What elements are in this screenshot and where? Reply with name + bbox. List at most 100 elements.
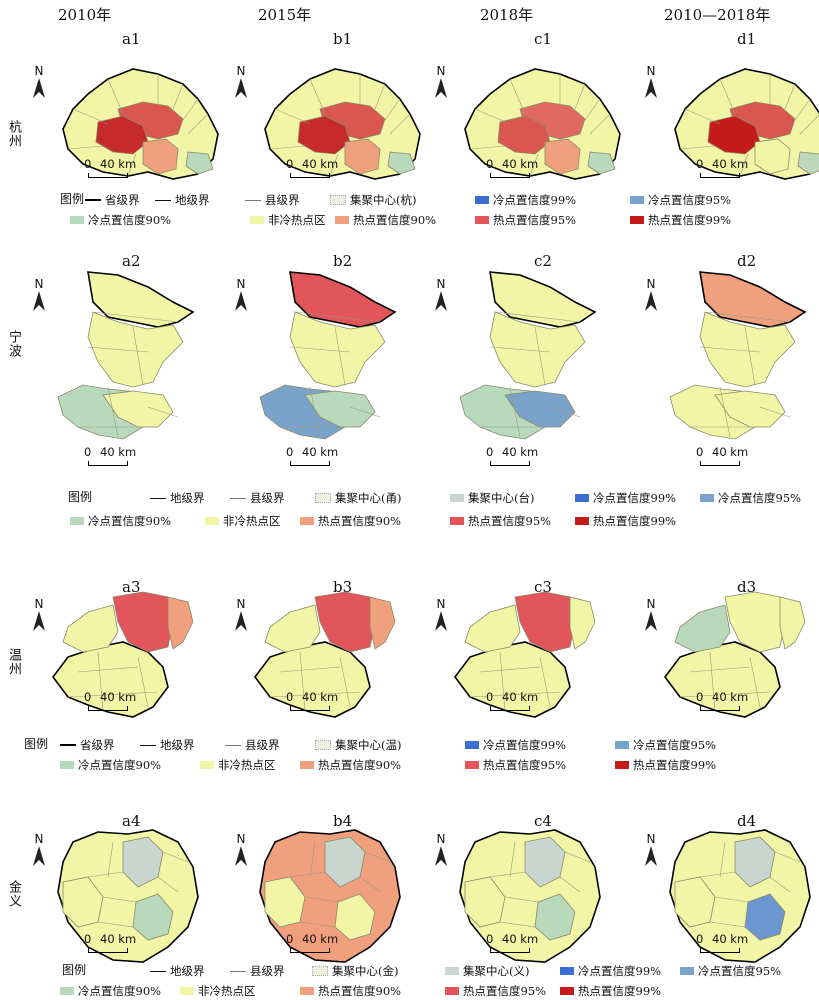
panel-label: d4 xyxy=(737,812,757,830)
choropleth-map xyxy=(254,591,396,718)
legend-text: 非冷热点区 xyxy=(223,514,281,528)
scale-bar: 0 40 km xyxy=(84,690,148,714)
legend-item: 热点置信度99% xyxy=(560,983,661,999)
county-border xyxy=(499,921,536,928)
county-border xyxy=(97,651,104,713)
county-border xyxy=(494,311,581,323)
county-border xyxy=(574,83,586,110)
county-border xyxy=(709,651,716,713)
legend-item: 热点置信度90% xyxy=(300,757,401,773)
legend-item: 冷点置信度99% xyxy=(560,963,661,979)
legend-text: 集聚中心(温) xyxy=(335,738,402,752)
legend-swatch xyxy=(575,494,589,502)
county-border xyxy=(334,326,346,386)
legend-item: 非冷热点区 xyxy=(200,757,276,773)
legend-item: 冷点置信度95% xyxy=(630,192,731,208)
legend-text: 地级界 xyxy=(170,491,205,505)
legend-text: 县级界 xyxy=(245,738,280,752)
scale-bar-line xyxy=(88,948,128,953)
north-arrow-icon: N xyxy=(30,64,48,102)
scale-bar-line xyxy=(290,461,330,466)
county-border xyxy=(137,656,149,708)
scale-bar-line xyxy=(490,461,530,466)
county-border xyxy=(187,113,209,135)
scale-bar: 0 40 km xyxy=(286,932,350,956)
panel-label: b2 xyxy=(333,252,353,270)
north-arrow-icon: N xyxy=(642,64,660,102)
county-border xyxy=(499,651,506,713)
panel-label: c4 xyxy=(534,812,552,830)
legend-text: 热点置信度99% xyxy=(633,758,717,772)
scale-zero: 0 xyxy=(486,690,494,704)
legend-text: 热点置信度95% xyxy=(463,984,547,998)
north-label: N xyxy=(34,277,44,291)
map-region xyxy=(464,604,521,653)
county-border xyxy=(749,656,761,708)
county-border xyxy=(509,386,521,438)
legend-text: 集聚中心(义) xyxy=(463,964,530,978)
legend-swatch xyxy=(445,967,459,975)
legend-line xyxy=(225,744,241,746)
legend-item: 集聚中心(金) xyxy=(312,963,398,979)
county-border xyxy=(289,346,351,353)
choropleth-map xyxy=(669,829,811,963)
county-border xyxy=(359,876,381,893)
north-label: N xyxy=(34,64,44,78)
choropleth-map xyxy=(52,591,194,718)
county-border xyxy=(589,113,611,135)
north-label: N xyxy=(646,832,656,846)
county-border xyxy=(162,851,189,863)
legend-text: 冷点置信度95% xyxy=(648,193,732,207)
legend-item: 热点置信度95% xyxy=(465,757,566,773)
year-heading-2018: 2018年 xyxy=(480,6,534,24)
legend-swatch xyxy=(450,494,464,502)
city-label-hangzhou: 杭州 xyxy=(6,120,21,148)
legend-text: 非冷热点区 xyxy=(268,213,326,227)
panel-label: b1 xyxy=(333,30,353,48)
legend-swatch xyxy=(60,987,74,995)
legend-item: 热点置信度90% xyxy=(335,212,436,228)
legend-line xyxy=(60,744,76,746)
map-region xyxy=(112,591,174,653)
legend-text: 省级界 xyxy=(105,193,140,207)
scale-distance: 40 km xyxy=(712,157,749,171)
legend-text: 县级界 xyxy=(250,491,285,505)
legend-item: 热点置信度99% xyxy=(615,757,716,773)
north-arrow-icon: N xyxy=(642,277,660,315)
scale-bar-line xyxy=(490,173,530,178)
legend-line xyxy=(150,497,166,499)
scale-zero: 0 xyxy=(286,157,294,171)
legend-title: 图例 xyxy=(68,490,93,504)
county-border xyxy=(559,876,581,893)
county-border xyxy=(489,871,526,878)
north-label: N xyxy=(236,64,246,78)
legend-item: 热点置信度99% xyxy=(575,513,676,529)
county-border xyxy=(182,98,199,121)
legend-item: 冷点置信度90% xyxy=(70,513,171,529)
scale-distance: 40 km xyxy=(100,445,137,459)
north-arrow-icon: N xyxy=(432,597,450,635)
county-border xyxy=(479,666,541,673)
legend-item: 冷点置信度95% xyxy=(615,737,716,753)
panel-label: a4 xyxy=(122,812,141,830)
county-border xyxy=(534,326,546,386)
choropleth-map xyxy=(464,68,621,180)
legend-text: 热点置信度99% xyxy=(648,213,732,227)
legend-item: 非冷热点区 xyxy=(250,212,326,228)
county-border xyxy=(684,108,721,125)
scale-distance: 40 km xyxy=(712,932,749,946)
scale-zero: 0 xyxy=(696,690,704,704)
legend-text: 冷点置信度90% xyxy=(88,514,172,528)
map-region xyxy=(674,604,731,653)
legend-text: 热点置信度90% xyxy=(353,213,437,227)
scale-zero: 0 xyxy=(696,157,704,171)
map-region xyxy=(699,311,796,388)
county-border xyxy=(769,876,791,893)
legend-swatch xyxy=(300,761,314,769)
map-region xyxy=(167,596,194,650)
legend-swatch xyxy=(560,967,574,975)
county-border xyxy=(469,145,506,150)
panel-label: c2 xyxy=(534,252,552,270)
map-region xyxy=(497,115,551,155)
legend-text: 非冷热点区 xyxy=(198,984,256,998)
